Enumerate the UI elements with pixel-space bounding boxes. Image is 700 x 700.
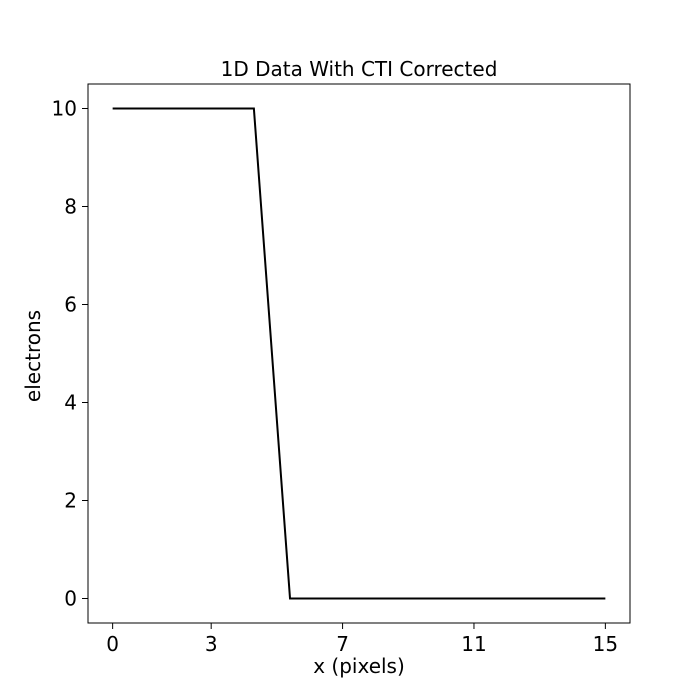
y-tick-label: 4 (64, 391, 77, 415)
y-tick-label: 6 (64, 293, 77, 317)
y-tick-label: 8 (64, 195, 77, 219)
x-axis-label: x (pixels) (313, 654, 405, 678)
series-line (112, 107, 606, 600)
series-layer (112, 107, 606, 600)
x-tick-label: 3 (205, 632, 218, 656)
y-tick-label: 0 (64, 587, 77, 611)
y-axis-ticks: 0 2 4 6 8 10 (52, 97, 88, 611)
x-tick-label: 0 (106, 632, 119, 656)
y-tick-label: 2 (64, 489, 77, 513)
plot-area-frame (87, 83, 631, 624)
y-axis-label: electrons (21, 310, 45, 402)
chart-title: 1D Data With CTI Corrected (221, 57, 498, 81)
x-tick-label: 15 (593, 632, 618, 656)
x-tick-label: 7 (336, 632, 349, 656)
x-tick-label: 11 (461, 632, 486, 656)
x-axis-ticks: 0 3 7 11 15 (106, 623, 618, 656)
y-tick-label: 10 (52, 97, 77, 121)
